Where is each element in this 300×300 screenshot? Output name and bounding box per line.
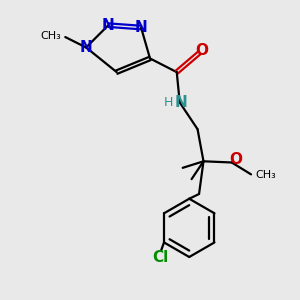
Text: N: N (102, 18, 115, 33)
Text: CH₃: CH₃ (256, 170, 276, 180)
Text: Cl: Cl (152, 250, 169, 265)
Text: CH₃: CH₃ (40, 31, 61, 40)
Text: H: H (164, 96, 173, 109)
Text: N: N (175, 95, 188, 110)
Text: N: N (80, 40, 92, 55)
Text: O: O (229, 152, 242, 167)
Text: O: O (196, 43, 208, 58)
Text: N: N (135, 20, 148, 35)
